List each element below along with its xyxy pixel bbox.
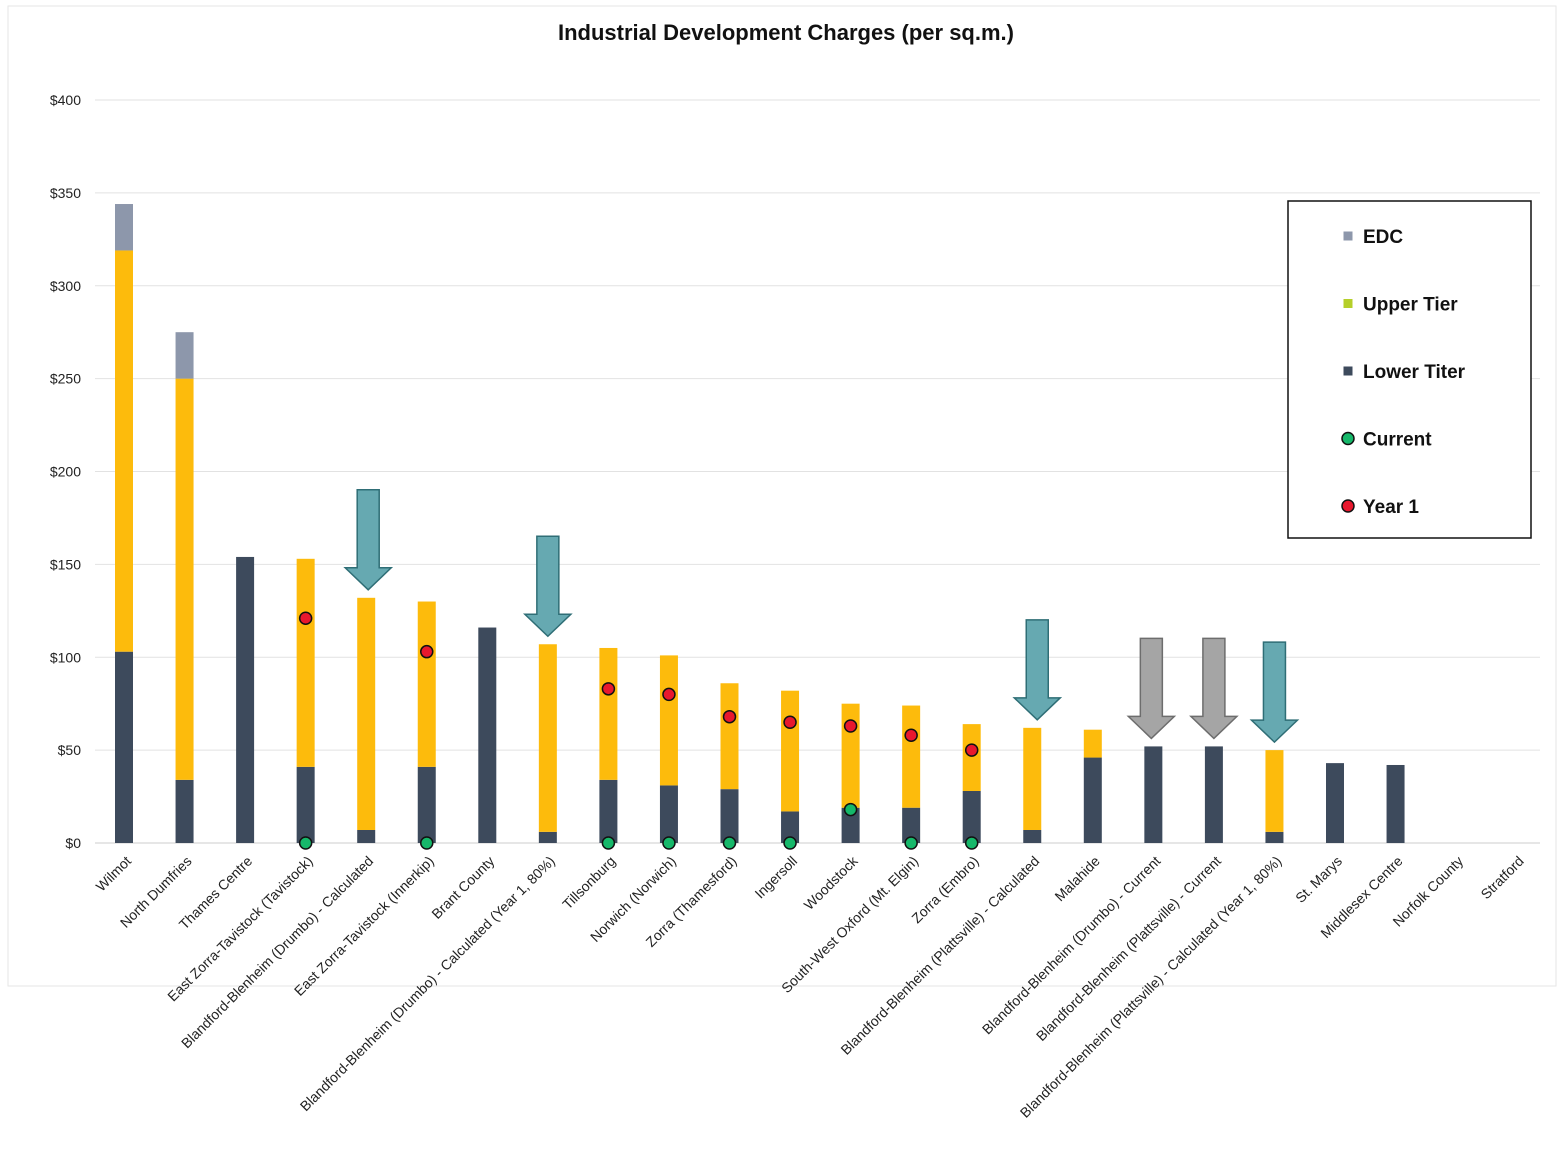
bar-segment-lower-titer: [659, 785, 678, 843]
legend-label: EDC: [1363, 227, 1403, 248]
bar-segment-lower-titer: [1326, 763, 1344, 843]
bar-segment-upper-tier: [417, 601, 436, 767]
bar-segment-lower-titer: [175, 779, 194, 843]
bar-segment-upper-tier: [659, 655, 678, 786]
chart-title: Industrial Development Charges (per sq.m…: [558, 20, 1014, 45]
y-tick-label: $250: [50, 371, 81, 387]
legend-label: Year 1: [1363, 497, 1419, 518]
marker-year-1: [843, 719, 858, 733]
bar-segment-lower-titer: [1265, 831, 1284, 843]
bar-segment-upper-tier: [781, 690, 800, 812]
y-axis-ticks: $0 $50 $100 $150 $200 $250 $300 $350 $400: [50, 92, 81, 851]
marker-year-1: [722, 709, 737, 724]
bar-segment-lower-titer: [962, 790, 981, 843]
legend-box: [1287, 200, 1532, 539]
bar-segment-upper-tier: [1265, 750, 1284, 832]
bar-segment-lower-titer: [1144, 746, 1163, 843]
y-tick-label: $100: [50, 649, 81, 665]
bars: [115, 204, 1405, 843]
annotation-arrow-gray: [1189, 637, 1239, 740]
bar-segment-edc: [175, 332, 194, 379]
bar-segment-lower-titer: [599, 779, 618, 843]
bar-segment-lower-titer: [357, 829, 376, 843]
markers: [298, 611, 979, 850]
annotation-arrow-teal: [343, 489, 394, 591]
y-tick-label: $150: [50, 556, 81, 572]
bar-segment-upper-tier: [720, 683, 739, 790]
bar-segment-lower-titer: [1083, 757, 1102, 843]
bar-segment-upper-tier: [175, 378, 194, 780]
bar-segment-lower-titer: [296, 766, 315, 843]
marker-current: [601, 836, 616, 850]
y-tick-label: $400: [50, 92, 81, 108]
legend-label: Upper Tier: [1363, 295, 1458, 316]
marker-current: [662, 836, 676, 850]
marker-current: [964, 836, 979, 850]
bar-segment-upper-tier: [115, 250, 133, 652]
bar-segment-lower-titer: [478, 627, 497, 843]
y-tick-label: $300: [50, 278, 81, 294]
marker-year-1: [783, 715, 797, 730]
legend-swatch: [1343, 366, 1353, 376]
marker-current: [420, 836, 434, 850]
bar-segment-lower-titer: [902, 807, 921, 843]
annotation-arrow-teal: [522, 535, 573, 638]
marker-year-1: [904, 728, 918, 743]
marker-current: [904, 836, 918, 850]
annotation-arrow-teal: [1249, 641, 1300, 744]
legend: EDC Upper Tier Lower Titer Current Year 1: [1287, 200, 1532, 539]
bar-segment-upper-tier: [962, 724, 981, 791]
bar-segment-lower-titer: [417, 766, 436, 843]
bar-segment-edc: [115, 204, 133, 251]
legend-swatch: [1341, 499, 1355, 513]
annotation-arrows: [343, 489, 1300, 744]
y-tick-label: $350: [50, 185, 81, 201]
annotation-arrow-gray: [1126, 637, 1177, 740]
marker-year-1: [662, 687, 676, 702]
bar-segment-upper-tier: [902, 705, 921, 808]
marker-year-1: [601, 682, 616, 696]
y-tick-label: $50: [58, 742, 82, 758]
bar-segment-lower-titer: [1023, 829, 1042, 843]
marker-year-1: [298, 611, 313, 625]
marker-year-1: [964, 743, 979, 757]
bar-segment-lower-titer: [720, 789, 739, 843]
legend-swatch: [1343, 231, 1353, 241]
bar-segment-upper-tier: [296, 558, 315, 767]
bar-segment-lower-titer: [115, 651, 133, 843]
marker-current: [298, 836, 313, 850]
bar-segment-lower-titer: [1204, 746, 1223, 843]
legend-swatch: [1343, 299, 1353, 308]
y-tick-label: $0: [65, 835, 81, 851]
marker-current: [783, 836, 797, 850]
bar-segment-lower-titer: [781, 811, 800, 843]
bar-segment-upper-tier: [357, 597, 376, 830]
marker-year-1: [420, 644, 434, 659]
bar-segment-lower-titer: [1386, 764, 1405, 843]
bar-segment-upper-tier: [1023, 727, 1042, 830]
marker-current: [722, 836, 737, 850]
bar-segment-lower-titer: [538, 831, 557, 843]
legend-label: Lower Titer: [1363, 362, 1466, 383]
legend-label: Current: [1363, 430, 1432, 451]
bar-segment-upper-tier: [1083, 729, 1102, 758]
bar-segment-upper-tier: [599, 647, 618, 780]
marker-current: [843, 802, 858, 817]
bar-segment-lower-titer: [841, 807, 860, 843]
bar-segment-upper-tier: [538, 644, 557, 832]
bar-segment-lower-titer: [236, 556, 255, 843]
y-tick-label: $200: [50, 464, 81, 480]
legend-swatch: [1341, 431, 1355, 446]
annotation-arrow-teal: [1012, 619, 1063, 721]
